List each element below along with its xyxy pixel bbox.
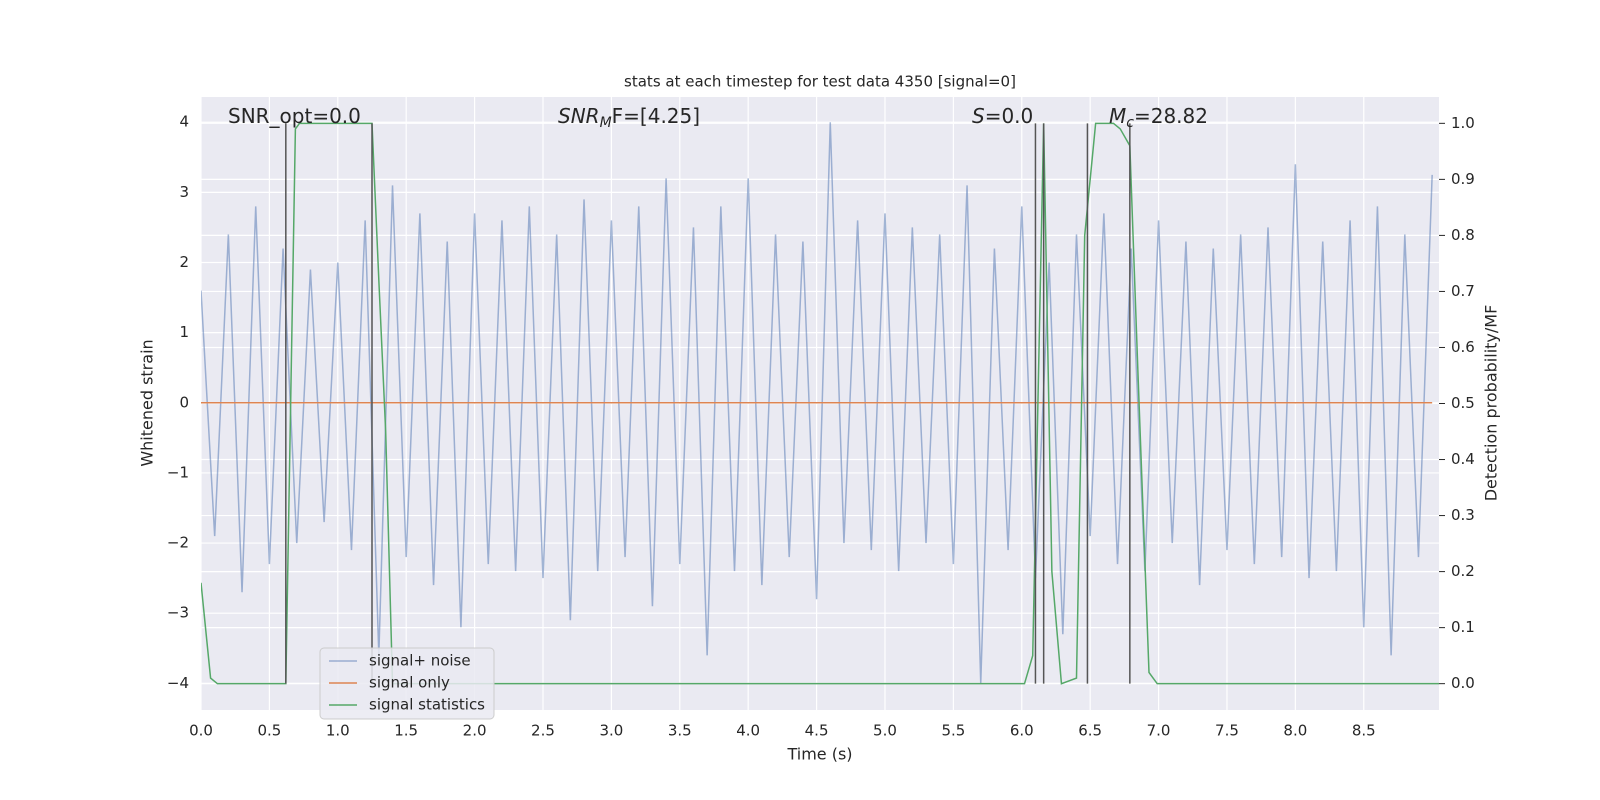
y-tick-label: 1 [179, 323, 189, 341]
y2-tick-label: 0.9 [1451, 170, 1475, 188]
legend-label: signal only [369, 674, 450, 692]
annotation-part: SNR [558, 104, 600, 128]
y2-tick-label: 0.7 [1451, 282, 1475, 300]
x-tick-label: 7.0 [1147, 722, 1171, 740]
y-tick-label: 3 [179, 183, 189, 201]
x-tick-label: 0.0 [189, 722, 213, 740]
x-tick-label: 0.5 [257, 722, 281, 740]
y2-tick-label: 0.6 [1451, 338, 1475, 356]
y-tick-label: 4 [179, 113, 189, 131]
y-tick-label: 2 [179, 253, 189, 271]
annotation-part: c [1126, 115, 1134, 131]
y-tick-label: −3 [167, 604, 189, 622]
y2-tick-label: 0.4 [1451, 450, 1475, 468]
x-tick-label: 8.0 [1283, 722, 1307, 740]
annotation: SNRMF=[4.25] [558, 104, 700, 132]
annotation: S=0.0 [972, 104, 1033, 128]
x-tick-label: 2.0 [463, 722, 487, 740]
annotation-part: =28.82 [1134, 104, 1208, 128]
annotation-part: M [1109, 104, 1126, 128]
y2-tick-label: 0.2 [1451, 562, 1475, 580]
y-axis-label: Whitened strain [138, 339, 157, 466]
y2-tick-label: 0.0 [1451, 674, 1475, 692]
y2-tick-label: 0.8 [1451, 226, 1475, 244]
y2-tick-label: 0.1 [1451, 618, 1475, 636]
annotation: Mc=28.82 [1109, 104, 1208, 132]
y2-tick-label: 1.0 [1451, 114, 1475, 132]
annotation: SNR_opt=0.0 [228, 104, 361, 128]
x-tick-label: 6.5 [1078, 722, 1102, 740]
legend-box [319, 647, 495, 720]
annotation-part: F=[4.25] [612, 104, 700, 128]
y2-tick-label: 0.5 [1451, 394, 1475, 412]
x-tick-label: 1.5 [394, 722, 418, 740]
annotation-part: =0.0 [985, 104, 1034, 128]
x-tick-label: 4.5 [805, 722, 829, 740]
x-tick-label: 4.0 [736, 722, 760, 740]
ticks: 0.0 0.5 1.0 1.5 2.0 2.5 3.0 3.5 4.0 4.5 5.0 5.5 6.0 6… [167, 113, 1475, 740]
y2-tick-label: 0.3 [1451, 506, 1475, 524]
y-tick-label: 0 [179, 393, 189, 411]
legend-label: signal+ noise [369, 652, 471, 670]
x-tick-label: 8.5 [1352, 722, 1376, 740]
data-layer [201, 122, 1439, 685]
y-tick-label: −4 [167, 674, 189, 692]
annotation-part: M [600, 115, 612, 131]
x-tick-label: 1.0 [326, 722, 350, 740]
y2-axis-label: Detection probability/MF [1482, 305, 1501, 502]
x-tick-label: 3.5 [668, 722, 692, 740]
series-line [201, 122, 1433, 684]
y-tick-label: −1 [167, 463, 189, 481]
x-tick-label: 7.5 [1215, 722, 1239, 740]
legend: signal+ noise signal only signal statistic… [319, 647, 495, 720]
x-tick-label: 5.0 [873, 722, 897, 740]
x-tick-label: 5.5 [941, 722, 965, 740]
x-tick-label: 3.0 [599, 722, 623, 740]
annotation-part: SNR_opt=0.0 [228, 104, 361, 128]
y-tick-label: −2 [167, 534, 189, 552]
x-tick-label: 6.0 [1010, 722, 1034, 740]
annotations: SNR_opt=0.0 SNRMF=[4.25] S=0.0 Mc=28.82 [228, 104, 1208, 132]
x-tick-label: 2.5 [531, 722, 555, 740]
chart-title: stats at each timestep for test data 435… [624, 73, 1016, 91]
annotation-part: S [972, 104, 985, 128]
x-axis-label: Time (s) [786, 745, 852, 764]
legend-label: signal statistics [369, 696, 485, 714]
